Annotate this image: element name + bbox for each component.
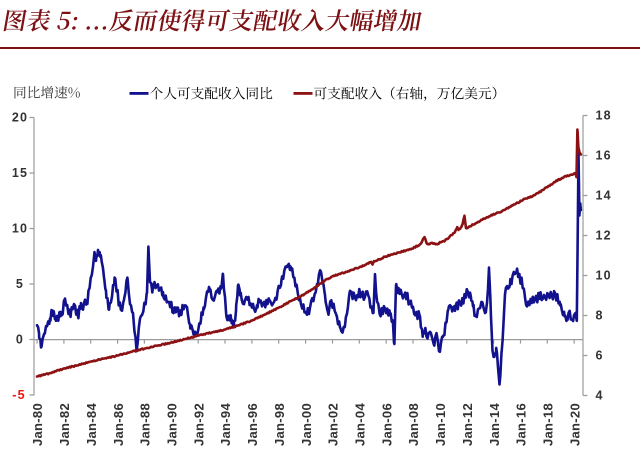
svg-text:Jan-98: Jan-98	[272, 403, 287, 446]
svg-text:Jan-04: Jan-04	[353, 403, 368, 446]
svg-text:Jan-14: Jan-14	[487, 403, 502, 446]
svg-text:Jan-80: Jan-80	[30, 403, 45, 446]
svg-text:Jan-18: Jan-18	[541, 403, 556, 446]
svg-text:10: 10	[596, 269, 612, 283]
svg-text:Jan-88: Jan-88	[138, 403, 153, 446]
svg-text:Jan-12: Jan-12	[460, 403, 475, 446]
svg-text:Jan-84: Jan-84	[84, 403, 99, 446]
svg-text:Jan-94: Jan-94	[218, 403, 233, 446]
svg-text:Jan-20: Jan-20	[567, 403, 582, 446]
svg-text:14: 14	[596, 189, 612, 203]
svg-text:8: 8	[596, 309, 604, 323]
svg-text:Jan-90: Jan-90	[165, 403, 180, 446]
svg-text:15: 15	[12, 166, 28, 180]
svg-text:12: 12	[596, 229, 612, 243]
svg-text:4: 4	[596, 389, 604, 403]
svg-text:Jan-00: Jan-00	[299, 403, 314, 446]
svg-text:Jan-16: Jan-16	[514, 403, 529, 446]
svg-text:Jan-82: Jan-82	[57, 403, 72, 446]
svg-text:Jan-96: Jan-96	[245, 403, 260, 446]
svg-text:5: 5	[16, 277, 24, 291]
svg-text:-5: -5	[12, 388, 26, 402]
svg-text:Jan-02: Jan-02	[326, 403, 341, 446]
svg-text:20: 20	[12, 111, 28, 125]
svg-text:16: 16	[596, 149, 612, 163]
svg-text:6: 6	[596, 349, 604, 363]
svg-text:Jan-06: Jan-06	[379, 403, 394, 446]
svg-text:Jan-10: Jan-10	[433, 403, 448, 446]
svg-text:Jan-92: Jan-92	[191, 403, 206, 446]
svg-text:Jan-08: Jan-08	[406, 403, 421, 446]
svg-text:18: 18	[596, 109, 612, 123]
svg-text:10: 10	[12, 222, 28, 236]
svg-text:0: 0	[16, 333, 24, 347]
svg-text:Jan-86: Jan-86	[111, 403, 126, 446]
